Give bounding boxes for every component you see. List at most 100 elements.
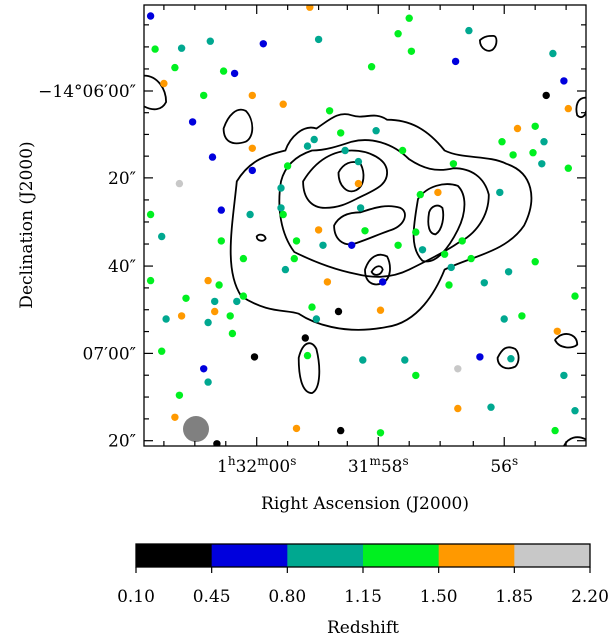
galaxy-point xyxy=(356,204,365,212)
galaxy-point xyxy=(248,91,256,100)
galaxy-point xyxy=(301,334,309,342)
colorbar-tick-label: 2.20 xyxy=(571,587,609,607)
x-tick-label: 1h32m00s xyxy=(217,454,296,477)
contour-11 xyxy=(478,34,498,52)
contour-2 xyxy=(302,149,389,209)
galaxy-point xyxy=(208,153,217,161)
galaxy-point xyxy=(379,278,387,286)
galaxy-point xyxy=(467,254,475,263)
contour-4 xyxy=(333,205,406,246)
galaxy-point xyxy=(277,204,285,212)
galaxy-point xyxy=(504,268,513,276)
galaxy-point xyxy=(376,429,385,437)
colorbar-segment xyxy=(287,544,364,567)
tick-marks xyxy=(144,5,586,446)
galaxy-point xyxy=(200,365,208,373)
x-tick-label: 31m58s xyxy=(348,454,409,477)
galaxy-point xyxy=(292,424,301,433)
galaxy-point xyxy=(314,226,323,234)
galaxy-point xyxy=(211,297,219,306)
galaxy-point xyxy=(337,129,345,137)
galaxy-point xyxy=(564,104,572,113)
galaxy-point xyxy=(401,356,409,364)
y-axis-label: Declination (J2000) xyxy=(17,141,37,308)
galaxy-point xyxy=(319,241,327,249)
beam-marker xyxy=(183,416,209,442)
galaxy-point xyxy=(354,157,363,166)
galaxy-point xyxy=(509,151,517,159)
contour-10 xyxy=(222,108,254,145)
galaxy-point xyxy=(465,26,473,35)
galaxy-point xyxy=(407,47,416,55)
x-axis-label: Right Ascension (J2000) xyxy=(261,494,469,514)
galaxy-point xyxy=(447,263,455,272)
galaxy-point xyxy=(171,413,179,421)
galaxy-point xyxy=(348,241,356,249)
colorbar-tick-label: 1.50 xyxy=(420,587,458,607)
galaxy-point xyxy=(175,179,184,188)
contour-17 xyxy=(563,436,586,446)
galaxy-point xyxy=(323,278,332,286)
colorbar-segment xyxy=(438,544,515,567)
contour-3 xyxy=(337,161,365,193)
galaxy-point xyxy=(246,210,254,219)
galaxy-point xyxy=(496,188,504,197)
galaxy-point xyxy=(281,265,290,274)
galaxy-point xyxy=(394,241,402,249)
galaxy-point xyxy=(146,12,155,20)
galaxy-point xyxy=(312,315,321,323)
galaxy-point xyxy=(248,144,256,152)
colorbar-label: Redshift xyxy=(327,618,399,638)
galaxy-point xyxy=(451,57,460,66)
galaxy-point xyxy=(507,355,515,363)
galaxy-point xyxy=(440,250,449,258)
galaxy-point xyxy=(204,378,212,386)
galaxy-point xyxy=(540,138,548,146)
galaxy-point xyxy=(292,237,301,245)
galaxy-point xyxy=(354,179,363,188)
galaxy-point xyxy=(449,160,458,168)
x-tick-labels: 1h32m00s 31m58s 56s xyxy=(217,454,518,477)
galaxy-point xyxy=(233,297,241,306)
contour-14 xyxy=(554,333,579,349)
galaxy-point xyxy=(160,79,168,88)
beam-layer xyxy=(183,416,209,442)
galaxy-point xyxy=(531,258,539,266)
galaxy-point xyxy=(303,142,312,150)
galaxy-point xyxy=(418,246,427,254)
contour-layer xyxy=(144,34,586,446)
galaxy-point xyxy=(215,281,223,289)
galaxy-point xyxy=(416,190,424,199)
galaxy-point xyxy=(308,303,316,311)
galaxy-point xyxy=(219,67,228,75)
galaxy-point xyxy=(279,100,287,108)
galaxy-point xyxy=(434,188,442,197)
galaxy-point xyxy=(518,312,526,320)
contour-16 xyxy=(144,74,168,111)
galaxy-point xyxy=(412,371,420,380)
y-tick-label: 40″ xyxy=(108,257,136,277)
colorbar-segment xyxy=(363,544,440,567)
galaxy-point xyxy=(542,91,550,100)
colorbar-tick-label: 0.80 xyxy=(268,587,306,607)
galaxy-point xyxy=(314,35,323,44)
galaxy-point xyxy=(177,44,186,52)
galaxy-point xyxy=(500,315,508,323)
contour-7 xyxy=(364,253,391,286)
galaxy-point xyxy=(367,62,376,71)
galaxy-point xyxy=(283,162,292,170)
contour-12 xyxy=(297,342,321,395)
galaxy-point xyxy=(211,307,219,316)
galaxy-point xyxy=(553,327,561,335)
points-layer xyxy=(146,5,579,446)
galaxy-point xyxy=(151,45,159,53)
galaxy-point xyxy=(325,107,334,115)
y-tick-label: −14°06′00″ xyxy=(38,82,136,102)
galaxy-point xyxy=(571,292,579,300)
galaxy-point xyxy=(549,49,557,58)
galaxy-point xyxy=(226,312,234,320)
x-tick-label: 56s xyxy=(490,454,518,477)
galaxy-point xyxy=(334,307,343,316)
galaxy-point xyxy=(306,5,314,11)
